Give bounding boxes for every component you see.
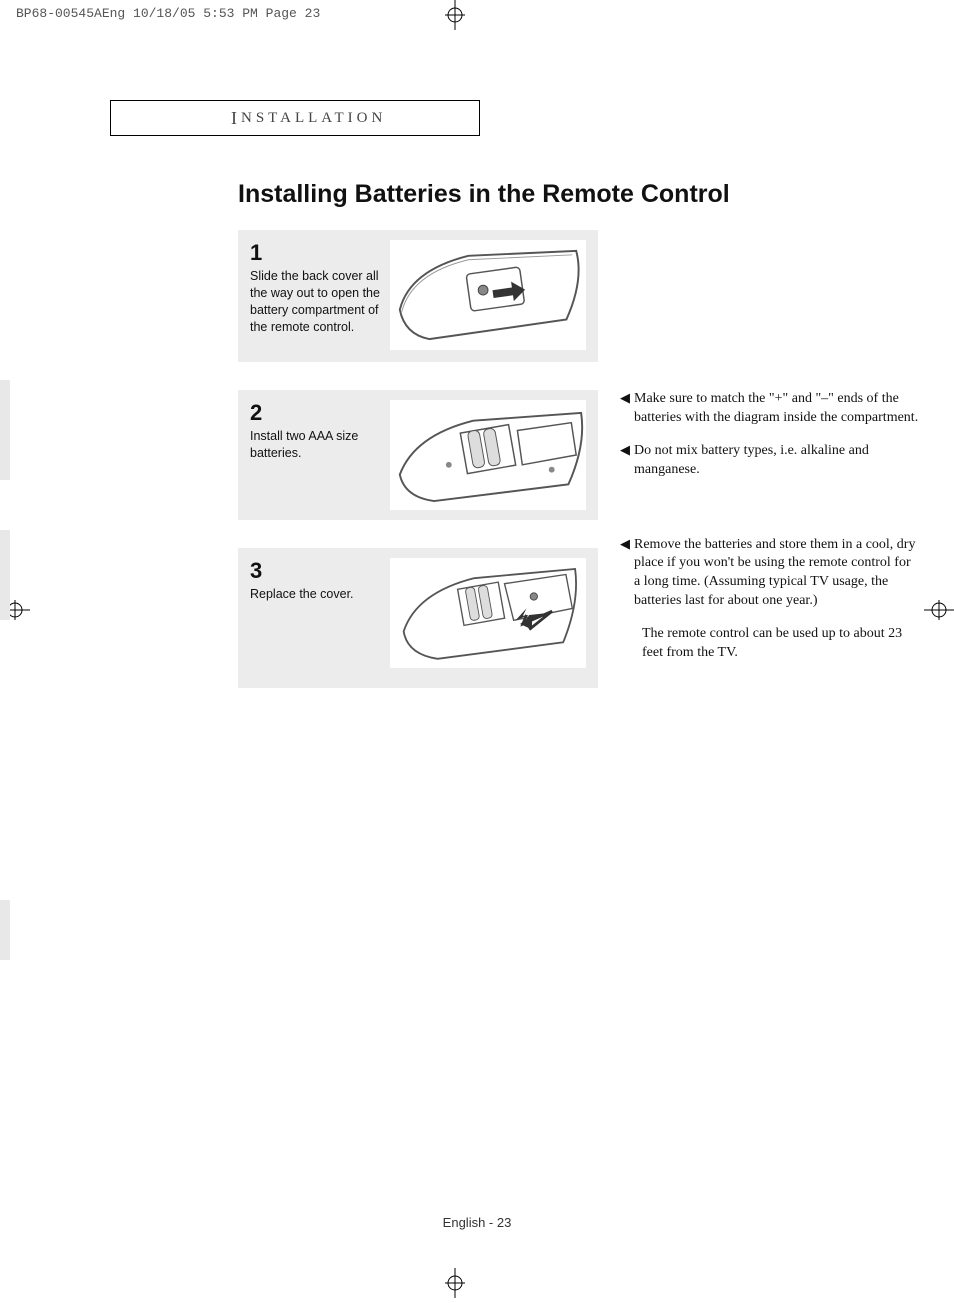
note-item: ◀ Make sure to match the "+" and "–" end… — [620, 390, 920, 428]
registration-mark-bottom — [440, 1268, 470, 1298]
step-box: 1 Slide the back cover all the way out t… — [238, 230, 598, 362]
registration-mark-top — [440, 0, 470, 30]
note-text: Make sure to match the "+" and "–" ends … — [634, 390, 920, 428]
bleed-tab — [0, 530, 10, 620]
registration-mark-right — [924, 595, 954, 625]
step-text: Replace the cover. — [250, 586, 382, 603]
step-box: 3 Replace the cover. — [238, 548, 598, 688]
step-illustration — [390, 400, 586, 510]
note-text: Do not mix battery types, i.e. alkaline … — [634, 442, 920, 480]
triangle-left-icon: ◀ — [620, 390, 634, 428]
bleed-tab — [0, 900, 10, 960]
step-box: 2 Install two AAA size batteries. — [238, 390, 598, 520]
step-number: 1 — [250, 240, 382, 266]
note-item: ◀ Do not mix battery types, i.e. alkalin… — [620, 442, 920, 480]
bleed-tab — [0, 380, 10, 480]
page-content: INSTALLATION Installing Batteries in the… — [60, 40, 894, 1260]
notes-column: ◀ Make sure to match the "+" and "–" end… — [620, 390, 920, 663]
note-item: ◀ Remove the batteries and store them in… — [620, 536, 920, 612]
note-text: The remote control can be used up to abo… — [642, 625, 920, 663]
section-header-initial: I — [231, 108, 241, 129]
section-header: INSTALLATION — [110, 100, 480, 136]
step-text: Slide the back cover all the way out to … — [250, 268, 382, 336]
step-number: 2 — [250, 400, 382, 426]
step-text: Install two AAA size batteries. — [250, 428, 382, 462]
triangle-left-icon: ◀ — [620, 536, 634, 612]
section-header-text: NSTALLATION — [241, 110, 386, 127]
page-footer: English - 23 — [60, 1215, 894, 1230]
step-illustration — [390, 240, 586, 350]
step-illustration — [390, 558, 586, 668]
print-header: BP68-00545AEng 10/18/05 5:53 PM Page 23 — [16, 6, 320, 21]
note-text: Remove the batteries and store them in a… — [634, 536, 920, 612]
step-number: 3 — [250, 558, 382, 584]
steps-column: 1 Slide the back cover all the way out t… — [238, 230, 598, 716]
triangle-left-icon: ◀ — [620, 442, 634, 480]
page-title: Installing Batteries in the Remote Contr… — [238, 180, 730, 209]
